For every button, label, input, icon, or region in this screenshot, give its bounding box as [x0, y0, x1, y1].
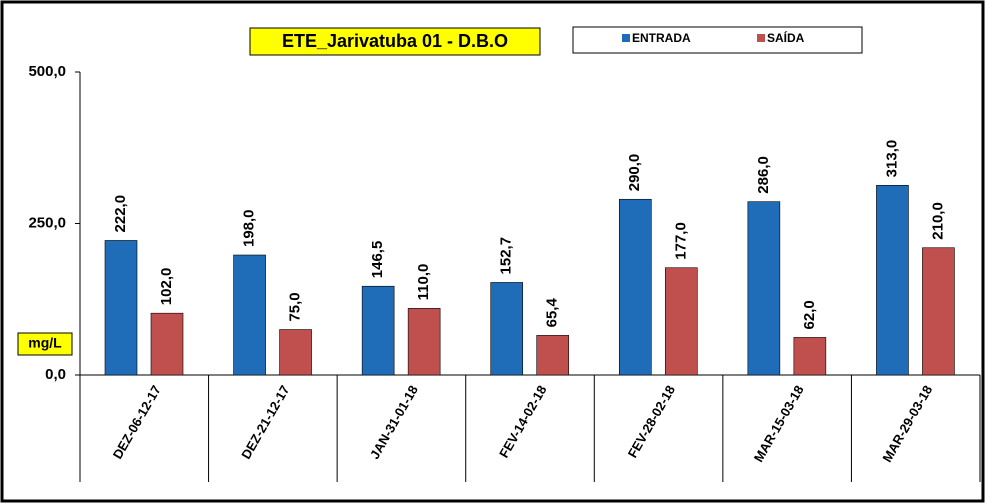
value-label: 62,0	[801, 300, 818, 329]
bar	[150, 312, 184, 376]
legend-label: ENTRADA	[632, 31, 691, 45]
legend-swatch	[622, 34, 630, 42]
bar	[618, 198, 652, 376]
value-label: 65,4	[544, 298, 561, 328]
value-label: 286,0	[755, 156, 772, 194]
y-axis-label: mg/L	[28, 335, 62, 351]
y-tick-label: 250,0	[28, 214, 66, 231]
value-label: 198,0	[241, 209, 258, 247]
value-label: 75,0	[287, 292, 304, 321]
y-tick-label: 0,0	[45, 366, 66, 383]
value-label: 210,0	[929, 202, 946, 240]
chart-title: ETE_Jarivatuba 01 - D.B.O	[282, 31, 508, 51]
legend-label: SAÍDA	[767, 30, 805, 45]
value-label: 152,7	[498, 237, 515, 275]
value-label: 146,5	[369, 241, 386, 279]
value-label: 222,0	[112, 195, 129, 233]
y-label-box	[17, 332, 73, 356]
bar	[104, 240, 138, 376]
bar	[922, 247, 955, 376]
bar	[876, 185, 909, 376]
value-label: 102,0	[158, 268, 175, 306]
bar	[664, 267, 698, 376]
bar	[747, 201, 781, 376]
bar	[793, 337, 827, 376]
y-tick-label: 500,0	[28, 63, 66, 80]
bar	[361, 285, 395, 376]
value-label: 313,0	[883, 140, 900, 178]
value-label: 110,0	[415, 264, 432, 301]
bar	[407, 308, 441, 376]
bar	[233, 254, 266, 376]
value-label: 290,0	[626, 154, 643, 192]
title-box	[249, 27, 541, 56]
bar	[536, 335, 570, 376]
legend-swatch	[757, 34, 765, 42]
bar	[279, 329, 312, 376]
value-label: 177,0	[672, 222, 689, 260]
bar	[490, 282, 524, 376]
legend	[572, 26, 863, 54]
